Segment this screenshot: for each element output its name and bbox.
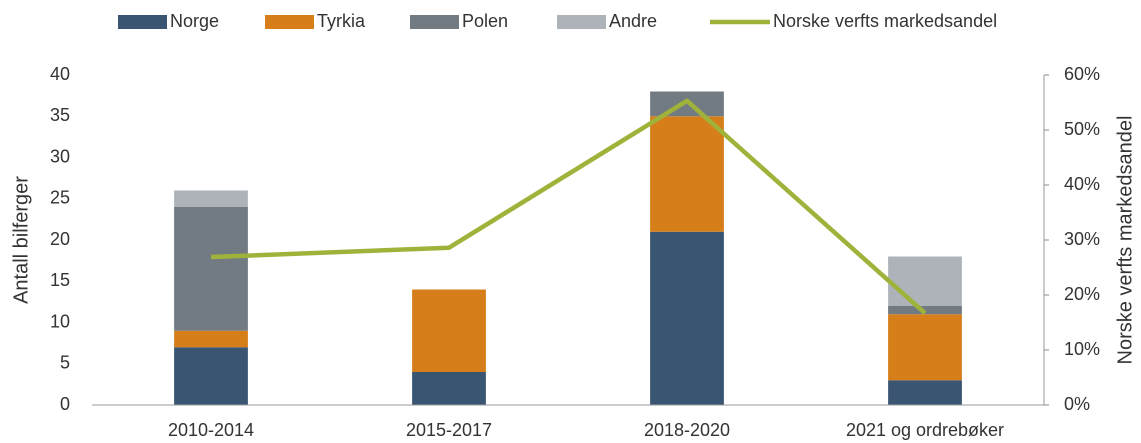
y-tick-label: 10 <box>50 311 70 331</box>
bar <box>412 289 486 372</box>
y2-tick-label: 60% <box>1064 64 1100 84</box>
y-tick-label: 30 <box>50 146 70 166</box>
y2-tick-label: 30% <box>1064 229 1100 249</box>
y-tick-label: 25 <box>50 188 70 208</box>
y-tick-label: 40 <box>50 64 70 84</box>
bar <box>888 306 962 315</box>
line <box>210 98 927 315</box>
x-tick-label: 2010-2014 <box>168 420 254 440</box>
legend-swatch <box>410 15 459 29</box>
legend-label: Norge <box>170 11 219 31</box>
y-tick-label: 0 <box>60 394 70 414</box>
y2-axis-label: Norske verfts markedsandel <box>1114 116 1136 365</box>
bar <box>888 380 962 405</box>
bar <box>174 207 248 331</box>
bar <box>888 314 962 381</box>
y-tick-label: 15 <box>50 270 70 290</box>
bar <box>650 91 724 117</box>
bar <box>174 347 248 405</box>
legend-swatch <box>265 15 314 29</box>
bar <box>174 330 248 348</box>
bar <box>412 372 486 405</box>
y2-tick-label: 40% <box>1064 174 1100 194</box>
y-tick-label: 20 <box>50 229 70 249</box>
y-axis-label: Antall bilferger <box>10 176 32 304</box>
x-tick-label: 2021 og ordrebøker <box>846 420 1004 440</box>
y-tick-label: 35 <box>50 105 70 125</box>
y2-tick-label: 20% <box>1064 284 1100 304</box>
y2-tick-label: 10% <box>1064 339 1100 359</box>
legend-swatch <box>118 15 167 29</box>
y2-tick-label: 50% <box>1064 119 1100 139</box>
legend-swatch <box>557 15 606 29</box>
x-tick-label: 2015-2017 <box>406 420 492 440</box>
bar <box>174 190 248 207</box>
legend-label: Norske verfts markedsandel <box>773 11 997 31</box>
x-tick-label: 2018-2020 <box>644 420 730 440</box>
bar <box>888 256 962 306</box>
bar <box>650 116 724 232</box>
y2-tick-label: 0% <box>1064 394 1090 414</box>
legend-label: Polen <box>462 11 508 31</box>
legend-label: Tyrkia <box>317 11 366 31</box>
y-tick-label: 5 <box>60 353 70 373</box>
legend-label: Andre <box>609 11 657 31</box>
bar <box>650 231 724 405</box>
